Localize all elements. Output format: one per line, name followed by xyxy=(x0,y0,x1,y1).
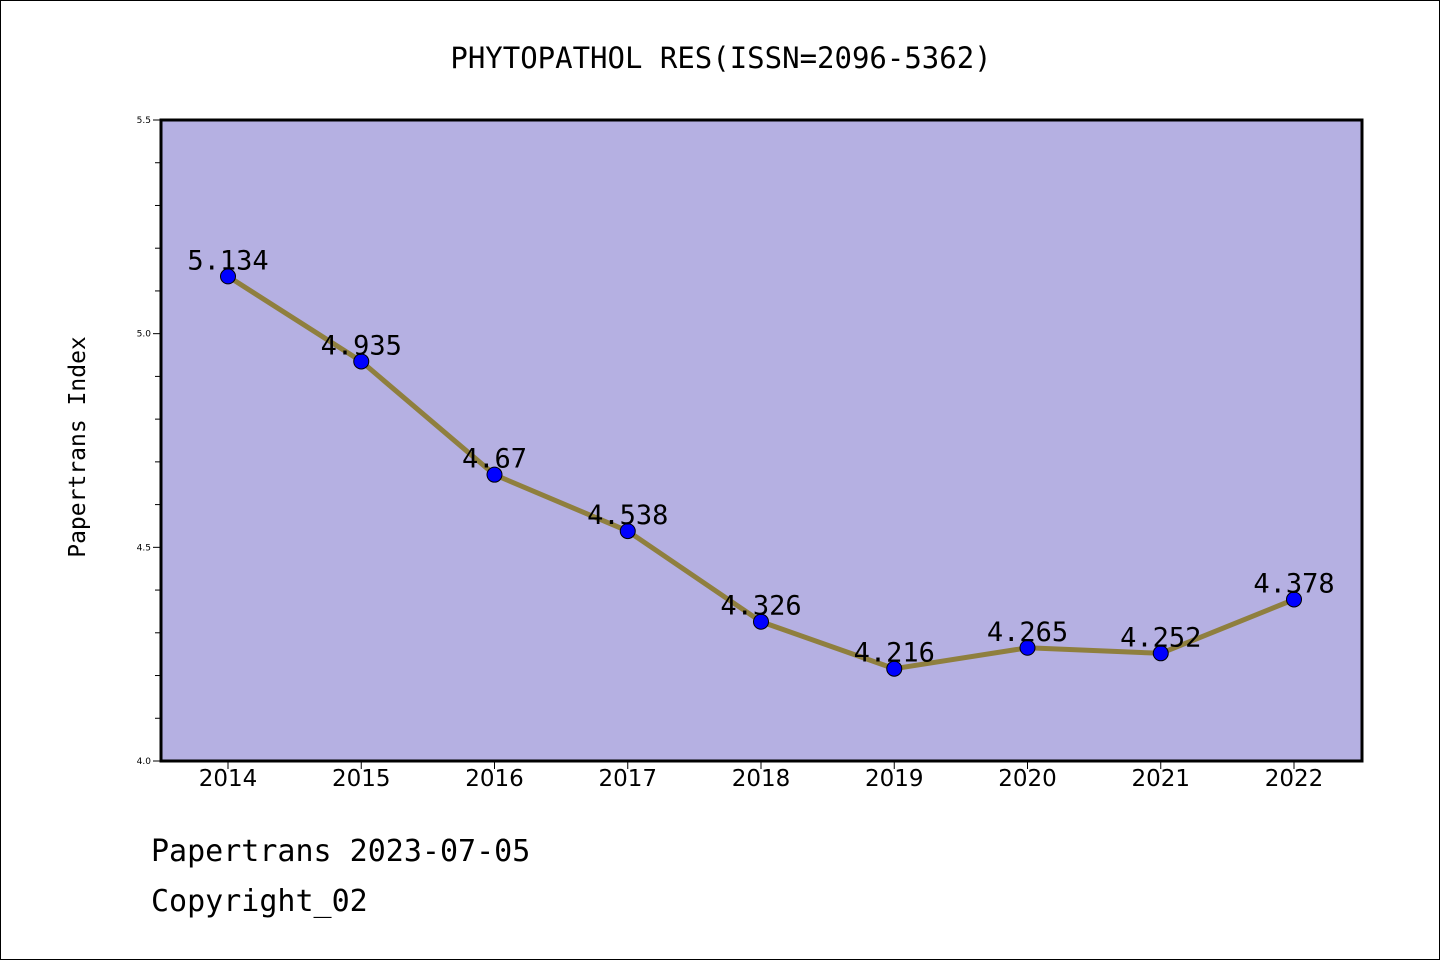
x-tick-label: 2020 xyxy=(998,766,1057,792)
data-label: 4.216 xyxy=(854,638,935,669)
y-axis-label: Papertrans Index xyxy=(65,336,91,558)
data-point xyxy=(886,660,903,677)
data-label: 4.252 xyxy=(1120,622,1201,653)
data-point xyxy=(1019,639,1036,656)
x-tick-label: 2017 xyxy=(598,766,657,792)
y-tick-label: 4.0 xyxy=(137,757,152,767)
y-tick-label: 5.0 xyxy=(137,330,152,340)
y-tick-label: 5.5 xyxy=(137,116,151,126)
x-tick-label: 2021 xyxy=(1131,766,1190,792)
x-tick-label: 2016 xyxy=(465,766,524,792)
data-point xyxy=(753,613,769,630)
data-point xyxy=(619,523,636,540)
y-tick-label: 4.5 xyxy=(137,543,151,553)
data-label: 5.134 xyxy=(187,245,268,276)
x-tick-label: 2018 xyxy=(732,766,791,792)
data-label: 4.67 xyxy=(462,444,527,475)
data-point xyxy=(220,268,236,285)
data-point xyxy=(1152,645,1169,662)
x-tick-label: 2022 xyxy=(1265,766,1324,792)
x-tick-label: 2014 xyxy=(199,766,258,792)
data-label: 4.265 xyxy=(987,617,1068,648)
plot-area xyxy=(159,118,1364,763)
chart-title: PHYTOPATHOL RES(ISSN=2096-5362) xyxy=(450,41,991,75)
data-label: 4.935 xyxy=(321,330,402,361)
data-point xyxy=(486,466,503,483)
data-point xyxy=(353,353,370,370)
data-label: 4.378 xyxy=(1253,568,1334,599)
footer-copyright: Copyright_02 xyxy=(151,884,368,919)
x-axis-ticks: 2014 2015 2016 2017 2018 2019 2020 2021 2022 xyxy=(199,761,1324,792)
series-layer: 5.134 4.935 4.67 4.538 4.326 4.216 4.265 4.252 4… xyxy=(187,245,1335,677)
y-axis-ticks: 4.0 4.5 5.0 5.5 xyxy=(137,116,161,767)
data-label: 4.538 xyxy=(587,500,668,531)
data-label: 4.326 xyxy=(720,591,801,622)
x-tick-label: 2019 xyxy=(865,766,924,792)
footer-date-line: Papertrans 2023-07-05 xyxy=(151,834,531,869)
x-tick-label: 2015 xyxy=(332,766,391,792)
data-point xyxy=(1286,591,1302,608)
